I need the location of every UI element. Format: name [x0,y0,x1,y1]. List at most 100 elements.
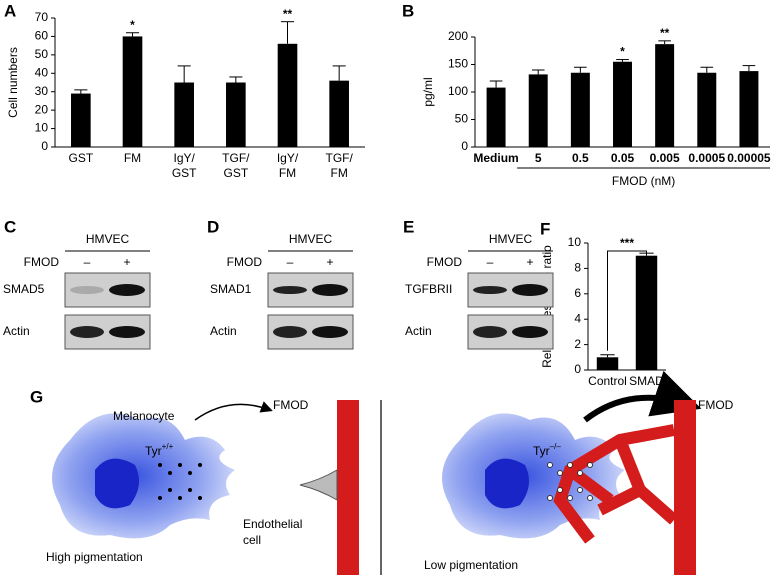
vessel-label: Endothelial cell [243,517,302,547]
genotype-name: Tyr [533,444,550,458]
x-tick-label: TGF/GST [222,151,250,180]
y-tick-label: 70 [35,10,49,24]
panel-label: E [403,217,414,236]
pigment-dot [178,463,182,467]
y-tick-label: 2 [574,337,581,351]
x-tick-label: 0.05 [611,151,635,165]
y-tick-label: 10 [568,235,582,249]
nucleus [485,458,529,509]
empty-dot [557,487,563,493]
pigment-dot [158,496,162,500]
pigment-dot [158,463,162,467]
y-tick-label: 0 [574,362,581,376]
x-tick-label-line: 0.05 [611,151,635,165]
bar [528,74,548,147]
significance: ** [660,26,670,40]
lane-label: – [287,255,294,269]
y-tick-label: 60 [35,29,49,43]
treatment-label: FMOD [227,255,263,269]
melanocyte-low [442,413,625,539]
x-tick-label: IgY/FM [277,151,299,180]
panel-label: A [4,1,16,20]
y-tick-label: 0 [41,139,48,153]
bar [277,43,298,147]
band [312,326,348,338]
row-label: Actin [405,324,432,338]
empty-dot [547,462,553,468]
x-axis-label: FMOD (nM) [612,174,675,188]
cell-type: Melanocyte [113,409,175,423]
x-tick-label: GST [68,151,93,165]
vessel-branches [553,424,678,544]
band [473,326,507,338]
row-label: SMAD5 [3,282,45,296]
genotype: Tyr+/+ [145,442,174,458]
band [512,284,548,296]
x-tick-label-line: IgY/ [173,151,195,165]
significance: * [130,18,135,32]
panel-label: D [207,217,219,236]
x-tick-label: 5 [535,151,542,165]
y-tick-label: 10 [35,121,49,135]
x-tick-label-line: GST [68,151,93,165]
row-label: TGFBRII [405,282,452,296]
band [512,326,548,338]
vessel [674,400,696,575]
y-tick-label: 40 [35,65,49,79]
empty-dot [587,495,593,501]
x-tick-label: Medium [473,151,518,165]
empty-dot [587,462,593,468]
cell-label: HMVEC [289,232,333,246]
cell-label: HMVEC [86,232,130,246]
x-tick-label-line: 0.5 [572,151,589,165]
band [473,286,507,294]
x-tick-label-line: IgY/ [277,151,299,165]
band [70,326,104,338]
significance-bracket [607,250,647,351]
bar [739,71,759,147]
lane-label: + [526,255,533,269]
y-tick-label: 150 [448,57,468,71]
significance: *** [620,236,634,250]
vessel-label-line: Endothelial [243,517,302,531]
x-tick-label-line: 0.00005 [727,151,771,165]
x-tick-label-line: GST [223,166,248,180]
x-tick-label: 0.00005 [727,151,771,165]
x-tick-label-line: FM [331,166,348,180]
arrow [194,401,273,421]
bar [329,80,349,147]
bar [596,357,619,370]
panel-label: F [540,219,550,238]
panel-label: G [30,387,43,406]
pigment-dot [198,463,202,467]
x-tick-label-line: 5 [535,151,542,165]
bar [486,87,506,147]
y-axis-label: Cell numbers [6,47,20,118]
y-tick-label: 6 [574,286,581,300]
x-tick-label-line: 0.005 [650,151,680,165]
y-tick-label: 50 [455,112,469,126]
pigment-dot [168,471,172,475]
signal: FMOD [698,398,734,412]
band [70,286,104,294]
panel-label: C [4,217,16,236]
x-tick-label-line: TGF/ [326,151,354,165]
lane-label: – [84,255,91,269]
x-tick-label: IgY/GST [172,151,197,180]
melanocyte-high [52,413,235,539]
empty-dot [547,495,553,501]
x-tick-label: Control [588,374,627,388]
significance: ** [283,7,293,21]
y-tick-label: 200 [448,29,468,43]
treatment-label: FMOD [24,255,60,269]
band [273,286,307,294]
bar [122,36,143,147]
significance: * [620,45,625,59]
endothelial-cell [299,469,338,501]
x-tick-label: TGF/FM [326,151,354,180]
bar [226,82,246,147]
x-tick-label-line: 0.0005 [688,151,725,165]
cell-label: HMVEC [489,232,533,246]
pigment-dot [168,488,172,492]
